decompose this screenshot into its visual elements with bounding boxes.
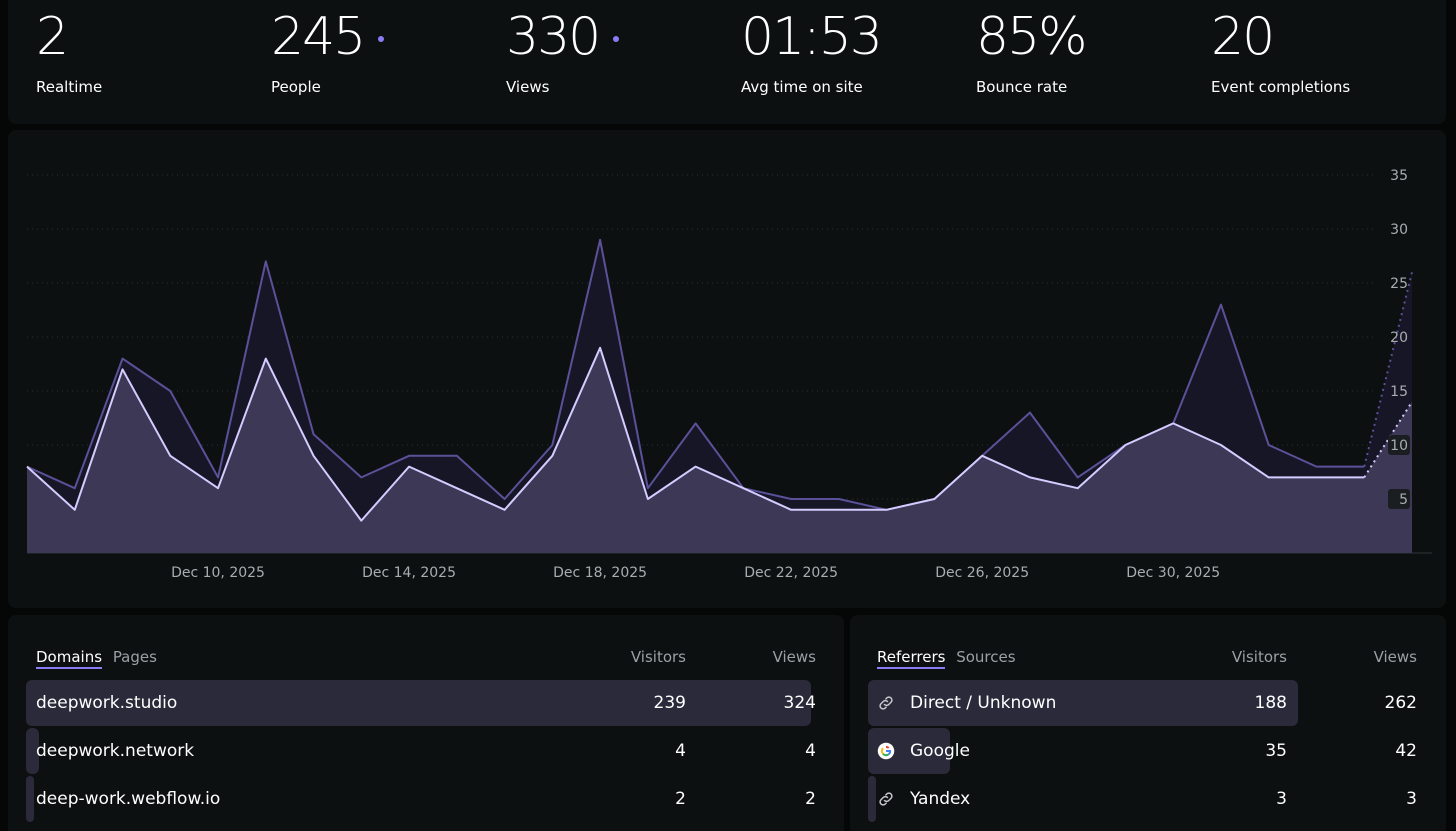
x-tick-label: Dec 26, 2025 [935,565,1029,581]
series-line-people [26,346,1365,522]
y-tick-text: 10 [1390,438,1408,454]
views-count: 262 [1384,693,1417,713]
referrers-tabs: Referrers Sources [877,648,1022,669]
views-count: 3 [1406,789,1417,809]
x-tick-label: Dec 10, 2025 [171,565,265,581]
stat-label: People [271,78,321,96]
referrer-name: Google [910,741,970,761]
y-tick-label: 20 [1390,330,1408,346]
visitors-count: 188 [1254,693,1287,713]
tab-pages[interactable]: Pages [112,648,157,666]
views-count: 2 [805,789,816,809]
stat-label: Avg time on site [741,78,863,96]
x-tick-label: Dec 22, 2025 [744,565,838,581]
stat-value: 20 [1211,7,1275,67]
series-area-people [27,347,1412,553]
stat-label: Bounce rate [976,78,1068,96]
share-bar [868,680,1298,726]
x-tick-label: Dec 18, 2025 [553,565,647,581]
visitors-count: 3 [1276,789,1287,809]
y-tick-label: 35 [1390,168,1408,184]
stat-value: 85% [976,7,1088,67]
stats-panel: 2 Realtime 245 People 330 Views 01:53 Av… [8,0,1446,124]
stat-value: 330 [506,6,620,68]
chart-panel: 5 10 15 20 25 30 35 Dec 10, 2025 Dec 14, 2025 Dec… [8,130,1446,608]
views-count: 324 [783,693,816,713]
column-header-visitors[interactable]: Visitors [630,648,686,666]
share-bar [26,680,811,726]
link-icon [879,792,893,806]
google-icon [877,742,895,760]
domain-row[interactable]: deep-work.webflow.io 2 2 [26,776,826,822]
share-bar [868,776,876,822]
domain-name: deepwork.studio [36,693,178,713]
stat-value: 245 [271,6,385,68]
series-area-views [27,239,1412,554]
y-tick-text: 20 [1390,330,1408,346]
tab-sources[interactable]: Sources [956,648,1016,666]
stat-label: Views [506,78,550,96]
referrer-name: Direct / Unknown [910,693,1057,713]
domain-row[interactable]: deepwork.network 4 4 [26,728,826,774]
traffic-chart[interactable]: 5 10 15 20 25 30 35 Dec 10, 2025 Dec 14, 2025 Dec… [8,130,1446,608]
y-tick-label: 10 [1388,435,1410,455]
y-tick-text: 30 [1390,222,1408,238]
stat-value: 01:53 [741,7,883,67]
y-tick-text: 15 [1390,384,1408,400]
domain-name: deepwork.network [36,741,195,761]
column-header-visitors[interactable]: Visitors [1231,648,1287,666]
referrer-name: Yandex [910,789,971,809]
domain-name: deep-work.webflow.io [36,789,221,809]
visitors-count: 35 [1265,741,1287,761]
visitors-count: 2 [675,789,686,809]
views-count: 4 [805,741,816,761]
referrer-row[interactable]: Yandex 3 3 [868,776,1428,822]
visitors-count: 4 [675,741,686,761]
column-header-views[interactable]: Views [772,648,816,666]
visitors-count: 239 [653,693,686,713]
referrers-panel: Referrers Sources Visitors Views Direct … [850,615,1446,831]
y-tick-text: 25 [1390,276,1408,292]
stat-label: Realtime [36,78,103,96]
y-tick-label: 15 [1390,384,1408,400]
y-tick-bg [1388,489,1410,509]
referrer-row[interactable]: Google 35 42 [868,728,1428,774]
live-dot-icon [378,36,385,42]
y-tick-text: 35 [1390,168,1408,184]
column-header-views[interactable]: Views [1373,648,1417,666]
y-tick-label: 30 [1390,222,1408,238]
tab-domains[interactable]: Domains [36,648,103,669]
live-dot-icon [613,36,620,42]
share-bar [26,776,34,822]
y-tick-label: 25 [1390,276,1408,292]
referrer-row[interactable]: Direct / Unknown 188 262 [868,680,1428,726]
domains-tabs: Domains Pages [36,648,163,669]
stat-value: 2 [36,7,69,67]
tab-referrers[interactable]: Referrers [877,648,946,669]
y-tick-label: 5 [1388,489,1410,509]
y-tick-text: 5 [1399,492,1408,508]
domains-panel: Domains Pages Visitors Views deepwork.st… [8,615,844,831]
share-bar [26,728,40,774]
domain-row[interactable]: deepwork.studio 239 324 [26,680,826,726]
x-tick-label: Dec 14, 2025 [362,565,456,581]
y-tick-bg [1388,435,1410,455]
link-icon [879,696,893,710]
x-tick-label: Dec 30, 2025 [1126,565,1220,581]
views-count: 42 [1395,741,1417,761]
stat-label: Event completions [1211,78,1351,96]
